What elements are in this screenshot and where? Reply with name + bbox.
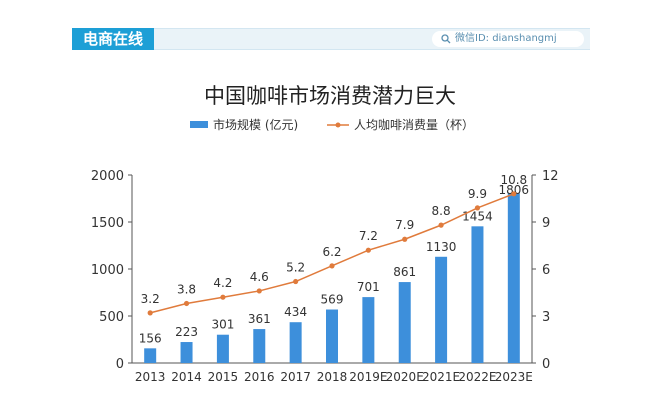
bar — [435, 256, 448, 363]
line-value-label: 5.2 — [286, 261, 305, 275]
bar — [398, 282, 411, 363]
line-value-label: 6.2 — [322, 245, 341, 259]
brand-label: 电商在线 — [72, 28, 154, 50]
x-tick-label: 2016 — [244, 370, 275, 384]
plot-area: 0 500 1000 1500 2000 0 3 6 9 12 2013 2014 2015 2016 20… — [91, 169, 559, 384]
line-point — [220, 294, 226, 300]
x-tick-label: 2015 — [208, 370, 239, 384]
line-point — [365, 247, 371, 253]
bar — [289, 322, 302, 363]
chart-title: 中国咖啡市场消费潜力巨大 — [204, 84, 456, 108]
line-value-label: 3.2 — [141, 292, 160, 306]
bar-value-label: 1454 — [462, 209, 493, 223]
line-value-label: 4.2 — [213, 276, 232, 290]
line-point — [474, 205, 481, 211]
x-tick-label: 2020E — [386, 370, 424, 384]
y-left-tick-label: 1500 — [91, 216, 124, 231]
x-tick-label: 2017 — [280, 370, 311, 384]
bar-value-label: 223 — [175, 325, 198, 339]
bar — [362, 297, 375, 363]
x-tick-label: 2019E — [349, 370, 387, 384]
bar — [216, 334, 229, 363]
x-tick-label: 2022E — [458, 370, 496, 384]
bar-value-label: 861 — [393, 265, 416, 279]
bar-value-label: 1130 — [426, 240, 457, 254]
bar — [471, 226, 484, 363]
x-tick-label: 2018 — [317, 370, 348, 384]
bar-value-label: 701 — [357, 280, 380, 294]
legend-bar-label: 市场规模 (亿元) — [213, 117, 298, 132]
line-point — [438, 222, 444, 228]
line-value-label: 7.9 — [395, 218, 414, 232]
y-right-tick-label: 12 — [542, 169, 559, 184]
line-value-label: 4.6 — [250, 270, 269, 284]
line-value-label: 7.2 — [359, 229, 378, 243]
bar-value-label: 156 — [139, 331, 162, 345]
wechat-box — [432, 31, 584, 47]
line-point — [256, 288, 262, 294]
bar — [326, 309, 338, 363]
y-right-tick-label: 3 — [542, 310, 550, 325]
legend: 市场规模 (亿元) 人均咖啡消费量（杯） — [190, 117, 474, 132]
x-tick-label: 2013 — [135, 370, 166, 384]
y-right-tick-label: 0 — [542, 357, 550, 372]
wechat-id-label: 微信ID: dianshangmj — [455, 33, 557, 44]
legend-line-marker — [335, 122, 341, 128]
bar-value-label: 301 — [211, 318, 234, 332]
bar-value-label: 569 — [321, 293, 344, 307]
bar — [144, 348, 157, 363]
bar — [253, 329, 266, 363]
y-left-tick-label: 0 — [116, 357, 124, 372]
x-tick-label: 2014 — [171, 370, 202, 384]
bar — [180, 342, 193, 363]
y-left-tick-label: 2000 — [91, 169, 124, 184]
line-value-label: 3.8 — [177, 282, 196, 296]
line-point — [293, 278, 299, 285]
line-value-label: 8.8 — [432, 204, 451, 218]
bar-value-label: 434 — [284, 305, 307, 319]
legend-line-label: 人均咖啡消费量（杯） — [354, 117, 474, 132]
y-left-tick-label: 1000 — [91, 263, 124, 278]
header-bar: 电商在线 微信ID: dianshangmj — [0, 28, 600, 50]
line-value-label: 9.9 — [468, 187, 487, 201]
bar-value-label: 361 — [248, 312, 271, 326]
y-left-tick-label: 500 — [99, 310, 124, 325]
line-point — [402, 236, 408, 242]
y-right-tick-label: 9 — [542, 216, 550, 231]
legend-bar-swatch — [190, 121, 208, 128]
line-point — [147, 310, 153, 316]
line-point — [329, 263, 335, 269]
line-value-label: 10.8 — [500, 173, 527, 187]
y-right-tick-label: 6 — [542, 263, 550, 278]
x-tick-label: 2021E — [422, 370, 460, 384]
line-point — [511, 191, 517, 197]
bar — [507, 193, 520, 363]
x-tick-label: 2023E — [495, 370, 533, 384]
line-point — [183, 300, 190, 307]
bar-value-label: 1806 — [499, 183, 530, 197]
search-icon — [441, 34, 451, 44]
